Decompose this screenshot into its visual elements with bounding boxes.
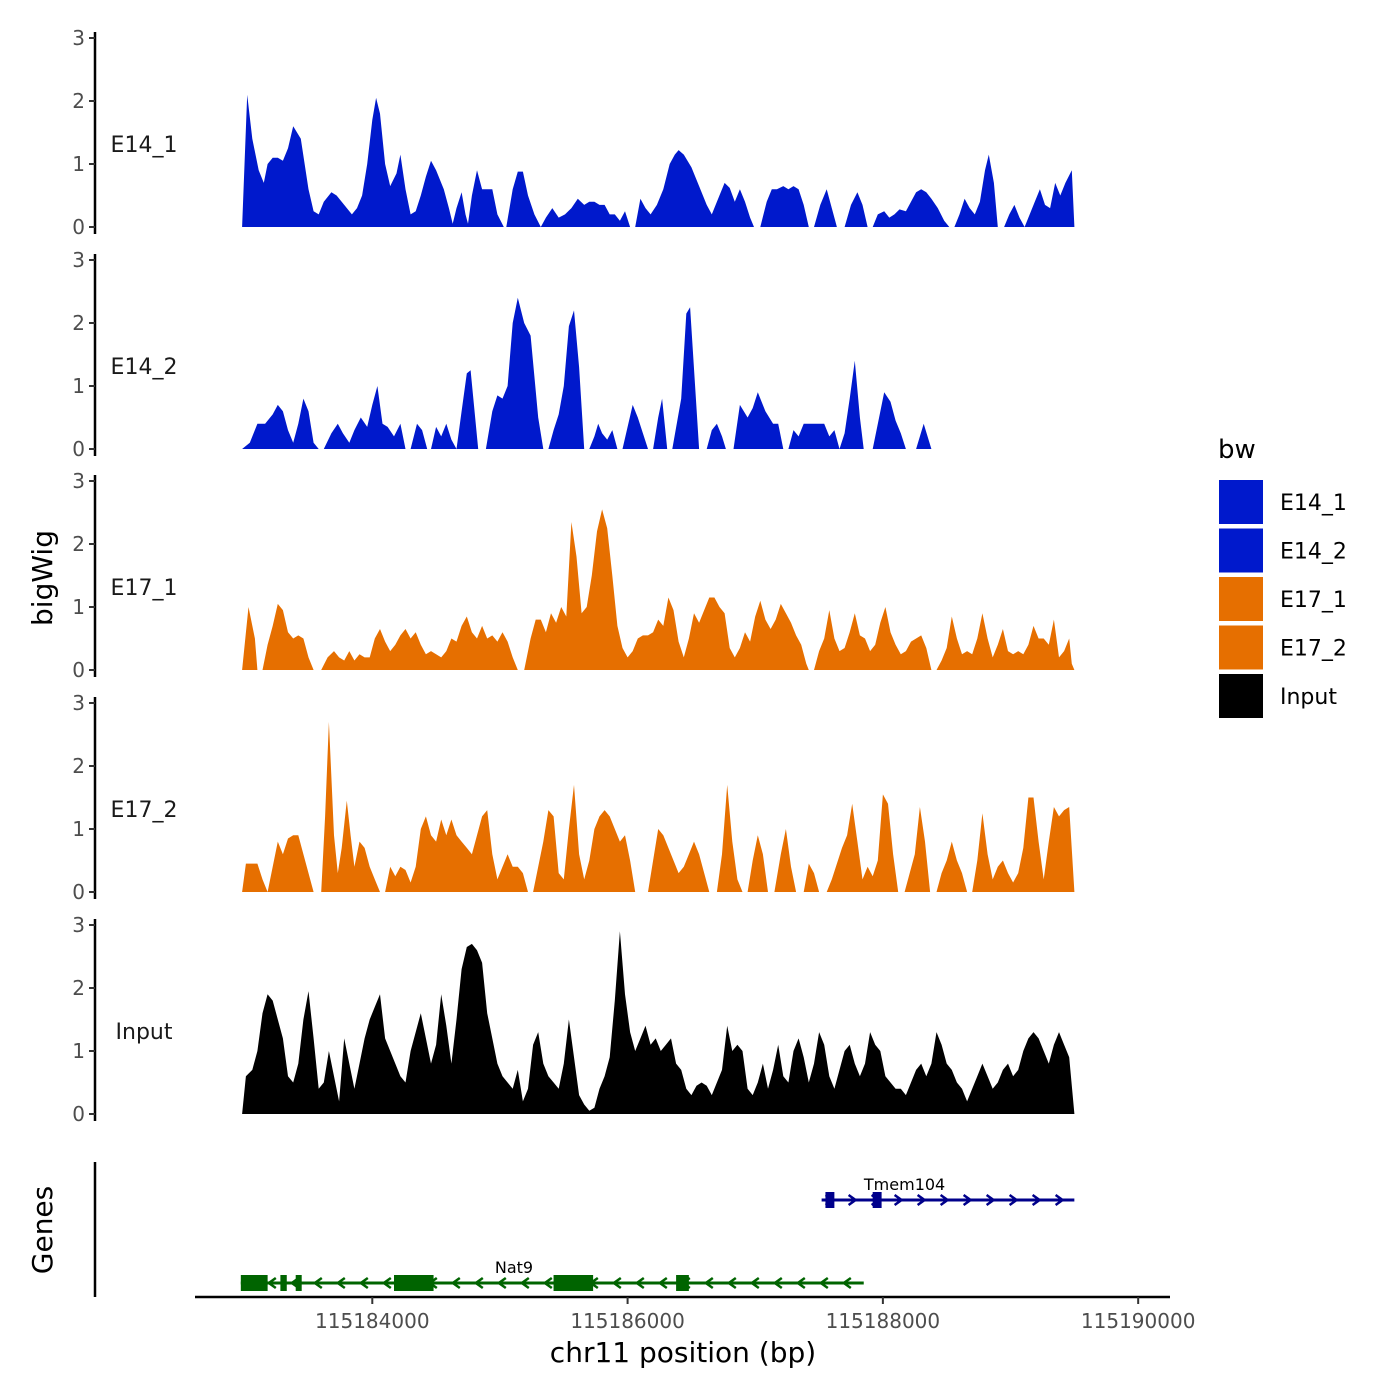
strand-arrow — [795, 1276, 806, 1290]
gene-label-nat9: Nat9 — [495, 1258, 533, 1277]
y-tick-label: 1 — [72, 152, 85, 176]
y-tick-label: 1 — [72, 595, 85, 619]
y-tick-label: 0 — [72, 437, 85, 461]
track-label-e14_2: E14_2 — [111, 355, 178, 380]
y-tick-label: 3 — [72, 691, 85, 715]
legend: bw E14_1 E14_2 E17_1 E17_2 Input — [1218, 435, 1347, 718]
strand-arrow — [749, 1276, 760, 1290]
legend-label-e17_2: E17_2 — [1280, 637, 1347, 662]
y-tick-label: 2 — [72, 311, 85, 335]
legend-swatch-e17_2 — [1219, 625, 1263, 670]
strand-arrow — [962, 1193, 973, 1207]
y-tick-label: 3 — [72, 248, 85, 272]
y-tick-label: 2 — [72, 976, 85, 1000]
y-tick-label: 0 — [72, 880, 85, 904]
legend-label-e14_1: E14_1 — [1280, 491, 1347, 516]
y-tick-label: 0 — [72, 1102, 85, 1126]
x-tick-label: 115188000 — [826, 1309, 941, 1333]
y-tick-label: 3 — [72, 913, 85, 937]
exon-block — [872, 1192, 882, 1208]
y-tick-label: 2 — [72, 532, 85, 556]
strand-arrow — [893, 1193, 904, 1207]
y-tick-label: 0 — [72, 215, 85, 239]
legend-swatch-input — [1219, 674, 1263, 718]
y-tick-label: 2 — [72, 89, 85, 113]
y-tick-label: 1 — [72, 1039, 85, 1063]
strand-arrow — [266, 1276, 277, 1290]
track-panel-input: 0 1 2 3 Input — [72, 913, 1075, 1126]
track-label-e14_1: E14_1 — [111, 133, 178, 158]
strand-arrow — [542, 1276, 553, 1290]
y-tick-label: 1 — [72, 817, 85, 841]
exon-block — [825, 1192, 835, 1208]
signal-area-e17_1 — [242, 509, 1075, 670]
strand-arrow — [312, 1276, 323, 1290]
genes-layer: Tmem104 Nat9 — [93, 1162, 1075, 1297]
exon-block — [240, 1275, 268, 1291]
track-label-e17_1: E17_1 — [111, 576, 178, 601]
legend-label-input: Input — [1280, 685, 1337, 710]
x-axis-title: chr11 position (bp) — [550, 1336, 816, 1369]
y-tick-label: 2 — [72, 754, 85, 778]
strand-arrow — [985, 1193, 996, 1207]
strand-arrow — [939, 1193, 950, 1207]
strand-arrow — [381, 1276, 392, 1290]
track-label-input: Input — [116, 1020, 173, 1045]
legend-title: bw — [1218, 435, 1256, 465]
track-panel-e14_1: 0 1 2 3 E14_1 — [72, 26, 1075, 239]
x-axis: 115184000 115186000 115188000 115190000 — [195, 1295, 1196, 1333]
x-tick-label: 115190000 — [1081, 1309, 1196, 1333]
strand-arrow — [335, 1276, 346, 1290]
signal-area-e14_2 — [242, 297, 947, 449]
strand-arrow — [450, 1276, 461, 1290]
strand-arrow — [841, 1276, 852, 1290]
signal-area-input — [242, 931, 1075, 1114]
track-label-e17_2: E17_2 — [111, 798, 178, 823]
x-tick-label: 115186000 — [570, 1309, 685, 1333]
legend-label-e14_2: E14_2 — [1280, 540, 1347, 565]
strand-arrow — [473, 1276, 484, 1290]
track-panel-e17_1: 0 1 2 3 E17_1 — [72, 469, 1075, 682]
strand-arrow — [358, 1276, 369, 1290]
exon-block — [393, 1275, 434, 1291]
exon-block — [280, 1275, 287, 1291]
strand-arrow — [847, 1193, 858, 1207]
signal-area-e14_1 — [242, 94, 1075, 227]
y-tick-label: 1 — [72, 374, 85, 398]
track-panel-e14_2: 0 1 2 3 E14_2 — [72, 248, 947, 461]
strand-arrow — [634, 1276, 645, 1290]
gene-label-tmem104: Tmem104 — [863, 1175, 945, 1194]
y-axis-title: bigWig — [26, 530, 59, 626]
exon-block — [295, 1275, 302, 1291]
signal-area-e17_2 — [242, 721, 1075, 892]
track-panel-e17_2: 0 1 2 3 E17_2 — [72, 691, 1075, 904]
exon-block — [553, 1275, 594, 1291]
y-tick-label: 0 — [72, 658, 85, 682]
strand-arrow — [611, 1276, 622, 1290]
x-tick-label: 115184000 — [315, 1309, 430, 1333]
legend-swatch-e17_1 — [1219, 577, 1263, 621]
y-tick-label: 3 — [72, 469, 85, 493]
legend-swatch-e14_2 — [1219, 528, 1263, 573]
strand-arrow — [657, 1276, 668, 1290]
y-tick-label: 3 — [72, 26, 85, 50]
exon-block — [676, 1275, 689, 1291]
strand-arrow — [818, 1276, 829, 1290]
strand-arrow — [1008, 1193, 1019, 1207]
genes-axis-title: Genes — [26, 1186, 59, 1274]
strand-arrow — [703, 1276, 714, 1290]
tracks-layer: 0 1 2 3 E14_1 0 1 2 3 E14_2 0 1 2 3 E17_1 0 1 2 3 E17_2 0 1 2 3… — [72, 26, 1075, 1126]
gene-nat9: Nat9 — [240, 1258, 864, 1291]
strand-arrow — [726, 1276, 737, 1290]
strand-arrow — [772, 1276, 783, 1290]
legend-swatch-e14_1 — [1219, 480, 1263, 524]
strand-arrow — [1054, 1193, 1065, 1207]
strand-arrow — [916, 1193, 927, 1207]
legend-label-e17_1: E17_1 — [1280, 588, 1347, 613]
strand-arrow — [519, 1276, 530, 1290]
gene-tmem104: Tmem104 — [821, 1175, 1075, 1208]
strand-arrow — [1031, 1193, 1042, 1207]
strand-arrow — [496, 1276, 507, 1290]
